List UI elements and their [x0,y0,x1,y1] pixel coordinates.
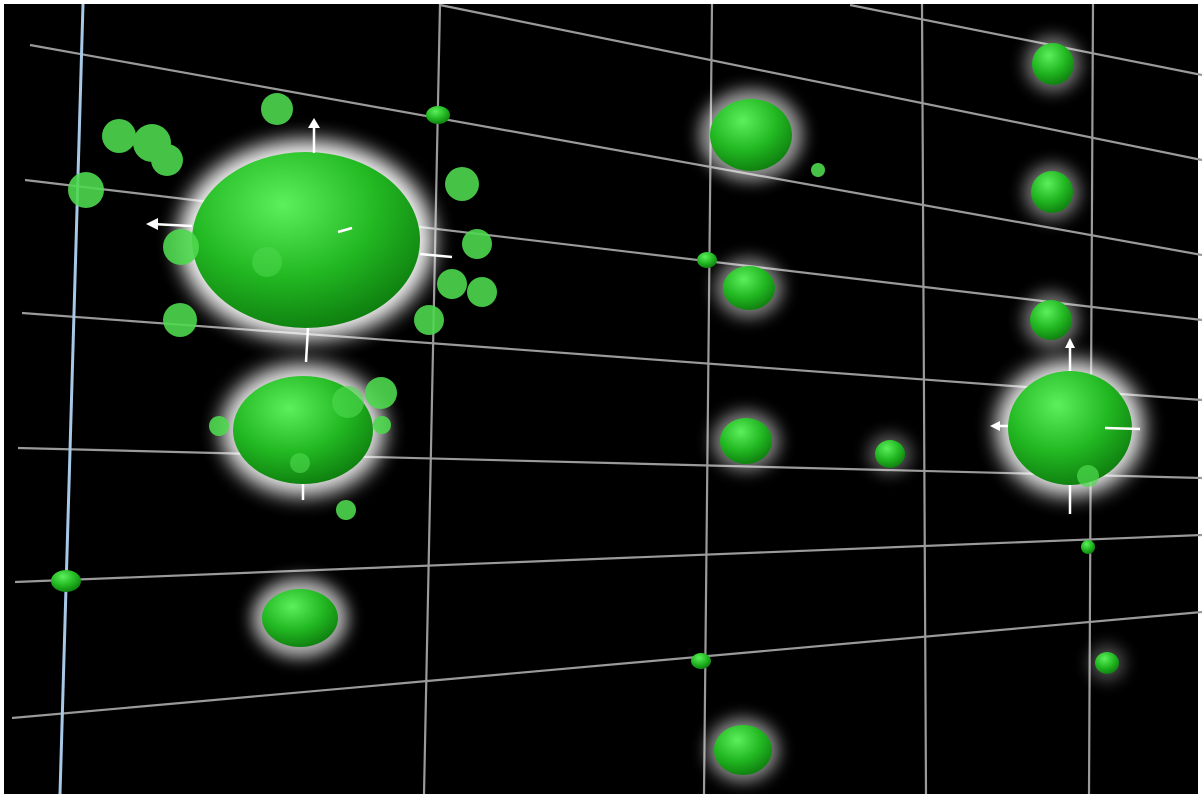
points [68,93,1099,520]
viewport-background [4,4,1198,794]
handle-tips [146,118,1075,431]
spheres [51,43,1132,775]
